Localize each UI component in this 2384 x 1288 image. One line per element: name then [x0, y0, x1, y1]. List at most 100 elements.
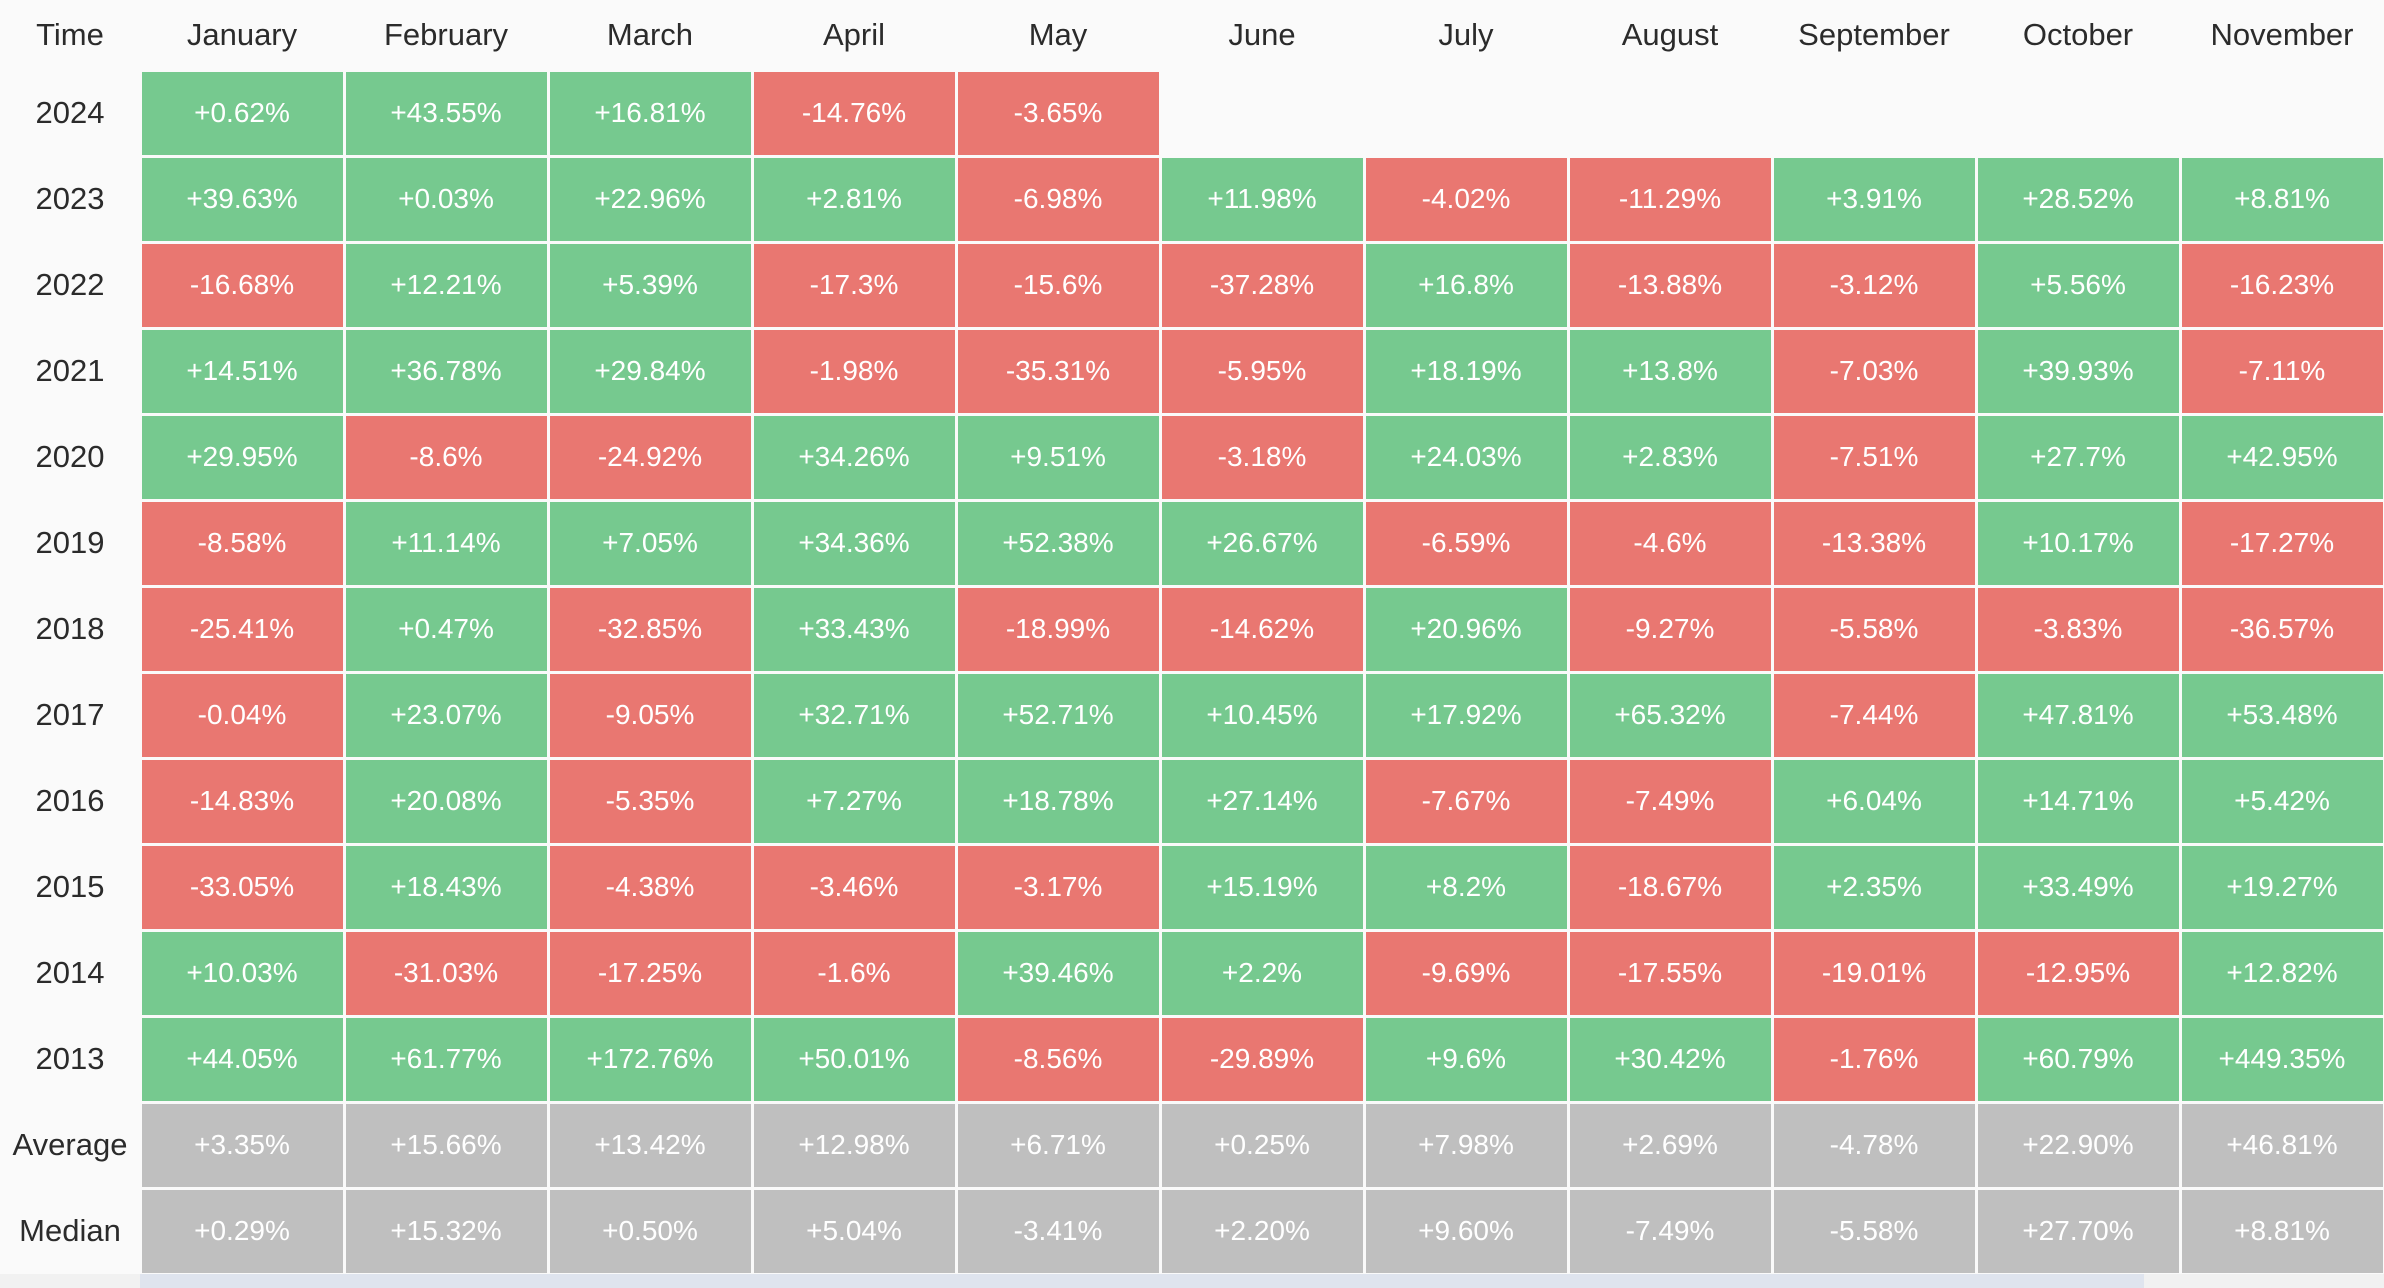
return-cell: +9.51% [957, 415, 1159, 499]
return-cell: -6.98% [957, 157, 1159, 241]
return-cell: -18.67% [1569, 845, 1771, 929]
column-header: October [2022, 17, 2134, 52]
return-cell: +26.67% [1161, 501, 1363, 585]
return-cell: +22.96% [549, 157, 751, 241]
row-label: 2014 [35, 955, 105, 990]
return-cell: +36.78% [345, 329, 547, 413]
return-cell: +27.70% [1977, 1189, 2179, 1273]
return-cell: -32.85% [549, 587, 751, 671]
return-cell: +20.96% [1365, 587, 1567, 671]
return-cell: -24.92% [549, 415, 751, 499]
return-cell: -37.28% [1161, 243, 1363, 327]
return-cell: -5.58% [1773, 1189, 1975, 1273]
return-cell: +7.98% [1365, 1103, 1567, 1187]
return-cell: -17.25% [549, 931, 751, 1015]
return-cell: +8.81% [2181, 1189, 2383, 1273]
return-cell: +11.14% [345, 501, 547, 585]
return-cell: -19.01% [1773, 931, 1975, 1015]
return-cell: +29.84% [549, 329, 751, 413]
return-cell: -14.76% [753, 71, 955, 155]
column-header: Time [36, 17, 104, 52]
return-cell: +0.47% [345, 587, 547, 671]
scrollbar-thumb[interactable] [140, 1274, 2144, 1288]
return-cell: -16.23% [2181, 243, 2383, 327]
return-cell: +15.19% [1161, 845, 1363, 929]
column-header: June [1228, 17, 1296, 52]
return-cell: +18.78% [957, 759, 1159, 843]
return-cell: -17.55% [1569, 931, 1771, 1015]
return-cell: +39.63% [141, 157, 343, 241]
return-cell: +18.19% [1365, 329, 1567, 413]
return-cell: +42.95% [2181, 415, 2383, 499]
return-cell: +9.6% [1365, 1017, 1567, 1101]
return-cell: -7.44% [1773, 673, 1975, 757]
return-cell: +16.81% [549, 71, 751, 155]
return-cell: -35.31% [957, 329, 1159, 413]
column-header: May [1028, 17, 1088, 52]
return-cell: +17.92% [1365, 673, 1567, 757]
return-cell: -15.6% [957, 243, 1159, 327]
return-cell: +43.55% [345, 71, 547, 155]
return-cell: -9.69% [1365, 931, 1567, 1015]
return-cell: -3.17% [957, 845, 1159, 929]
return-cell: +39.46% [957, 931, 1159, 1015]
return-cell: +27.14% [1161, 759, 1363, 843]
return-cell: +5.42% [2181, 759, 2383, 843]
return-cell: -7.03% [1773, 329, 1975, 413]
return-cell: -5.35% [549, 759, 751, 843]
return-cell: +3.91% [1773, 157, 1975, 241]
return-cell: +12.82% [2181, 931, 2383, 1015]
return-cell: -29.89% [1161, 1017, 1363, 1101]
return-cell: -1.6% [753, 931, 955, 1015]
return-cell: -3.46% [753, 845, 955, 929]
return-cell: -12.95% [1977, 931, 2179, 1015]
column-header: August [1621, 17, 1719, 52]
return-cell: +5.39% [549, 243, 751, 327]
return-cell: +14.51% [141, 329, 343, 413]
return-cell: -6.59% [1365, 501, 1567, 585]
return-cell: +0.62% [141, 71, 343, 155]
return-cell: +20.08% [345, 759, 547, 843]
row-label: 2019 [35, 525, 105, 560]
return-cell: -3.41% [957, 1189, 1159, 1273]
return-cell: +2.81% [753, 157, 955, 241]
return-cell: -31.03% [345, 931, 547, 1015]
return-cell: +172.76% [549, 1017, 751, 1101]
return-cell: +34.36% [753, 501, 955, 585]
return-cell: -14.83% [141, 759, 343, 843]
return-cell: -17.3% [753, 243, 955, 327]
return-cell: +44.05% [141, 1017, 343, 1101]
column-header: July [1438, 17, 1494, 52]
return-cell: -25.41% [141, 587, 343, 671]
return-cell: -0.04% [141, 673, 343, 757]
column-header: September [1798, 17, 1950, 52]
return-cell: +7.27% [753, 759, 955, 843]
return-cell: +19.27% [2181, 845, 2383, 929]
return-cell: +47.81% [1977, 673, 2179, 757]
return-cell: -13.38% [1773, 501, 1975, 585]
return-cell: -3.65% [957, 71, 1159, 155]
return-cell: +15.66% [345, 1103, 547, 1187]
return-cell: +2.69% [1569, 1103, 1771, 1187]
row-label: 2021 [35, 353, 105, 388]
return-cell: +60.79% [1977, 1017, 2179, 1101]
row-label: Average [12, 1127, 128, 1162]
column-header: January [186, 17, 298, 52]
row-label: 2020 [35, 439, 105, 474]
return-cell: -33.05% [141, 845, 343, 929]
return-cell: -3.12% [1773, 243, 1975, 327]
return-cell: +22.90% [1977, 1103, 2179, 1187]
return-cell: +0.25% [1161, 1103, 1363, 1187]
row-label: 2016 [35, 783, 105, 818]
return-cell: +5.56% [1977, 243, 2179, 327]
return-cell: -36.57% [2181, 587, 2383, 671]
return-cell: +6.71% [957, 1103, 1159, 1187]
return-cell: -8.58% [141, 501, 343, 585]
return-cell: -17.27% [2181, 501, 2383, 585]
return-cell: -11.29% [1569, 157, 1771, 241]
return-cell: -8.6% [345, 415, 547, 499]
return-cell: -4.38% [549, 845, 751, 929]
return-cell: -4.78% [1773, 1103, 1975, 1187]
